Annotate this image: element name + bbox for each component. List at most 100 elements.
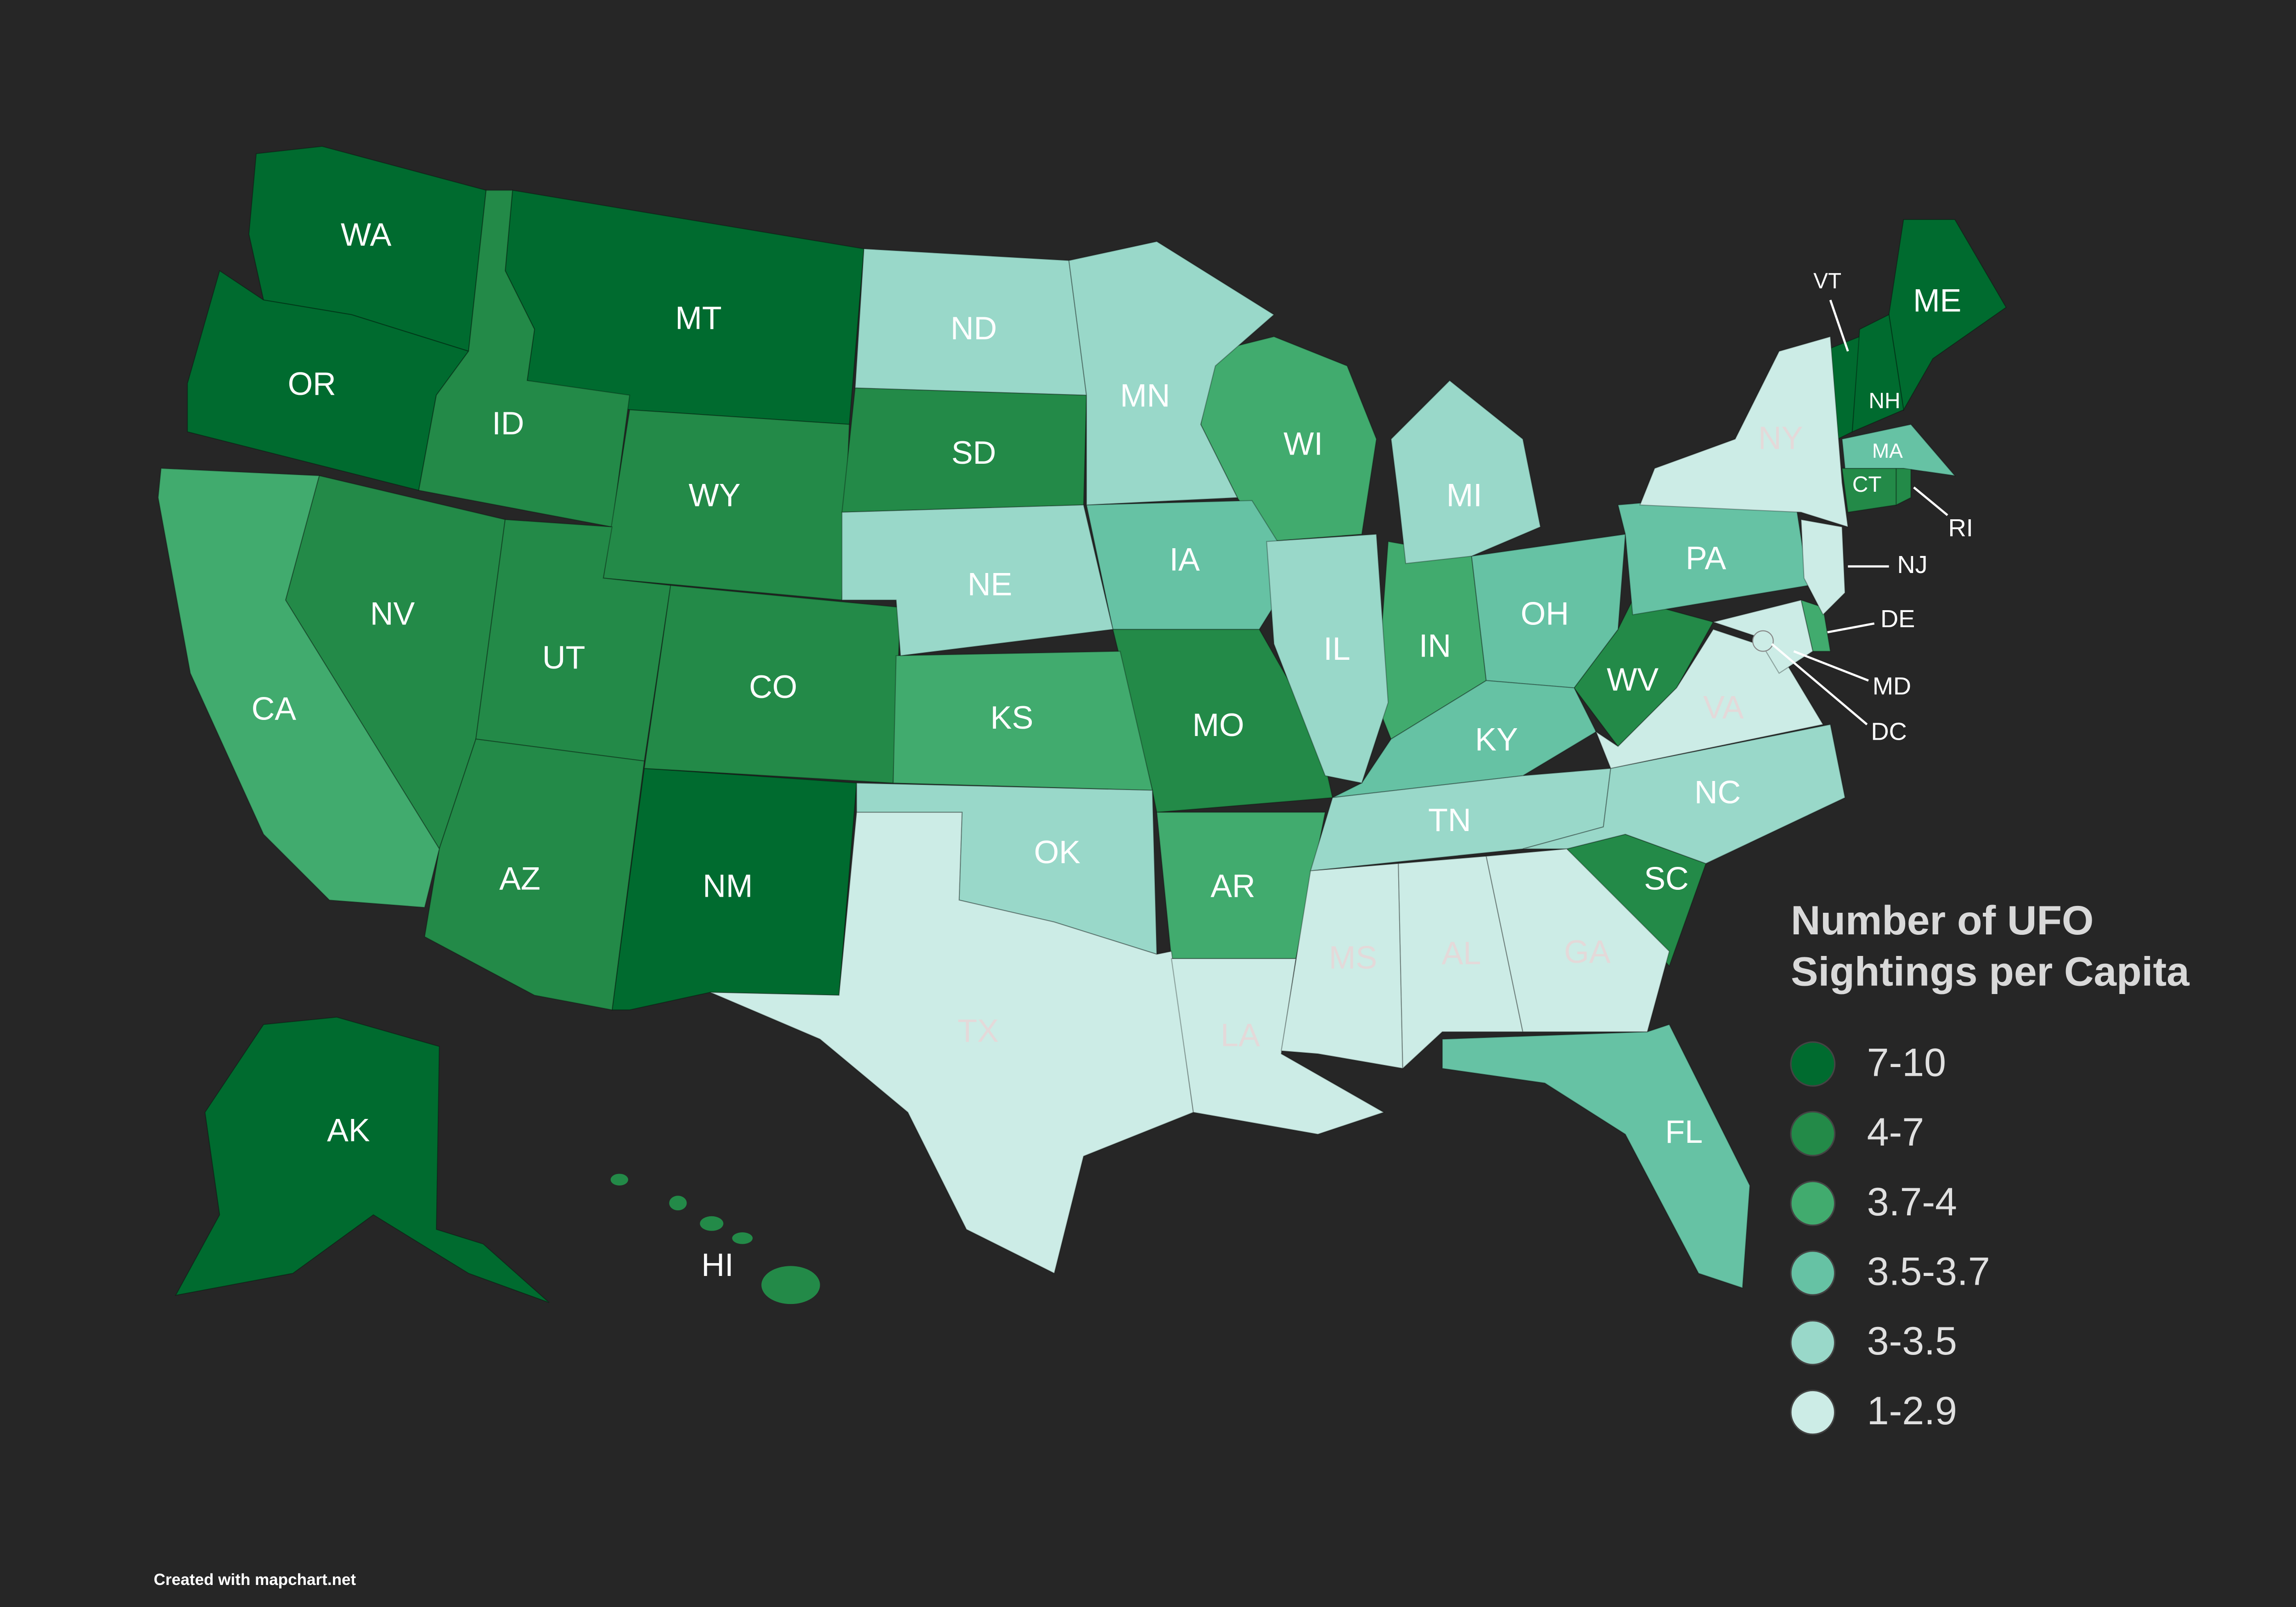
state-label: OR (288, 366, 336, 402)
state-shape (1801, 519, 1846, 616)
state-shape (610, 1174, 628, 1186)
state-label: AK (327, 1113, 370, 1148)
state-label: LA (1221, 1017, 1260, 1053)
state-label: IA (1170, 542, 1200, 578)
state-label: DC (1871, 718, 1907, 745)
state-label: FL (1665, 1114, 1703, 1150)
state-label: VA (1703, 690, 1744, 725)
legend-label: 7-10 (1867, 1040, 1946, 1084)
state-shape (1398, 855, 1524, 1070)
state-label: NH (1868, 389, 1900, 413)
state-label: GA (1564, 934, 1611, 970)
state-shape (174, 1017, 550, 1304)
state-label: VT (1813, 269, 1841, 293)
state-label: CA (252, 691, 297, 727)
state-label: NM (703, 868, 753, 904)
callout-line (1793, 650, 1869, 682)
legend-label: 1-2.9 (1867, 1389, 1957, 1433)
state-label: AR (1210, 868, 1255, 904)
state-shape (1390, 380, 1541, 564)
state-shape (1471, 534, 1626, 689)
legend-swatch (1790, 1041, 1836, 1087)
state-label: DE (1880, 605, 1915, 633)
state-label: NJ (1897, 551, 1927, 579)
state-label: AL (1441, 935, 1481, 971)
state-label: WV (1607, 662, 1659, 697)
state-label: WY (689, 477, 741, 513)
state-shape (710, 812, 1194, 1274)
legend-swatch (1790, 1250, 1836, 1296)
callout-line (1771, 643, 1868, 725)
state-shape (1752, 630, 1774, 652)
state-label: RI (1948, 514, 1973, 542)
state-label: ND (951, 310, 997, 346)
state-shape (158, 467, 440, 908)
state-label: MI (1446, 477, 1482, 513)
state-label: WA (341, 217, 392, 253)
state-label: MS (1329, 940, 1377, 976)
state-label: TX (957, 1013, 999, 1049)
callout-line (1827, 622, 1875, 634)
legend-title: Sightings per Capita (1791, 949, 2190, 995)
state-shape (1171, 958, 1385, 1135)
state-labels: WA OR MT NM AK ME VT NH ID WY NV UT CO AZ SD MO WV SC HI CT… (252, 217, 1973, 1283)
state-shape (1280, 863, 1403, 1069)
state-shape (732, 1232, 753, 1244)
state-label: OH (1521, 596, 1569, 632)
state-shape (700, 1216, 724, 1231)
state-label: AZ (499, 860, 540, 896)
legend-swatch (1790, 1389, 1836, 1435)
state-shape (1068, 241, 1275, 506)
state-label: ID (492, 405, 524, 441)
state-shape (1639, 336, 1849, 528)
state-shape (1266, 534, 1389, 784)
state-shape (761, 1266, 820, 1304)
state-shape (1841, 424, 1956, 477)
callout-line (1913, 486, 1948, 516)
state-label: NE (968, 567, 1012, 602)
state-shape (1595, 629, 1824, 769)
state-shape (669, 1196, 687, 1211)
legend-swatch (1790, 1180, 1836, 1226)
state-label: HI (701, 1247, 733, 1283)
legend-title: Number of UFO (1791, 897, 2094, 943)
credit: Created with mapchart.net (154, 1571, 356, 1589)
state-label: OK (1034, 834, 1080, 870)
callout-line (1829, 299, 1849, 352)
state-label: MD (1873, 672, 1911, 700)
legend-label: 3.7-4 (1867, 1180, 1957, 1224)
state-label: MN (1120, 378, 1170, 414)
legend-label: 4-7 (1867, 1110, 1924, 1154)
states (158, 146, 2007, 1304)
state-label: NY (1758, 420, 1803, 456)
state-label: NC (1694, 774, 1741, 810)
legend-swatch (1790, 1320, 1836, 1365)
state-shape (1486, 848, 1670, 1033)
state-label: SD (951, 435, 996, 471)
state-label: UT (542, 640, 585, 675)
state-shape (1332, 680, 1597, 798)
legend-label: 3.5-3.7 (1867, 1250, 1990, 1294)
state-label: PA (1686, 540, 1727, 576)
state-label: KY (1475, 722, 1518, 758)
state-label: IL (1323, 631, 1350, 667)
state-shape (1441, 1023, 1750, 1289)
legend-label: 3-3.5 (1867, 1319, 1957, 1363)
state-shape (418, 190, 630, 528)
state-label: NV (370, 596, 415, 632)
state-shape (1523, 724, 1846, 864)
state-label: CT (1852, 472, 1882, 497)
legend-swatch (1790, 1111, 1836, 1157)
state-label: IN (1419, 628, 1451, 664)
legend: Number of UFO Sightings per Capita 7-10 4-7… (1790, 897, 2190, 1435)
state-label: CO (749, 669, 797, 705)
state-label: TN (1428, 802, 1471, 838)
state-label: MO (1193, 707, 1244, 743)
state-label: SC (1644, 860, 1688, 896)
state-shape (841, 504, 1114, 657)
state-label: KS (990, 700, 1034, 736)
state-label: WI (1283, 426, 1323, 462)
state-label: MA (1872, 440, 1903, 462)
state-label: MT (675, 300, 721, 336)
